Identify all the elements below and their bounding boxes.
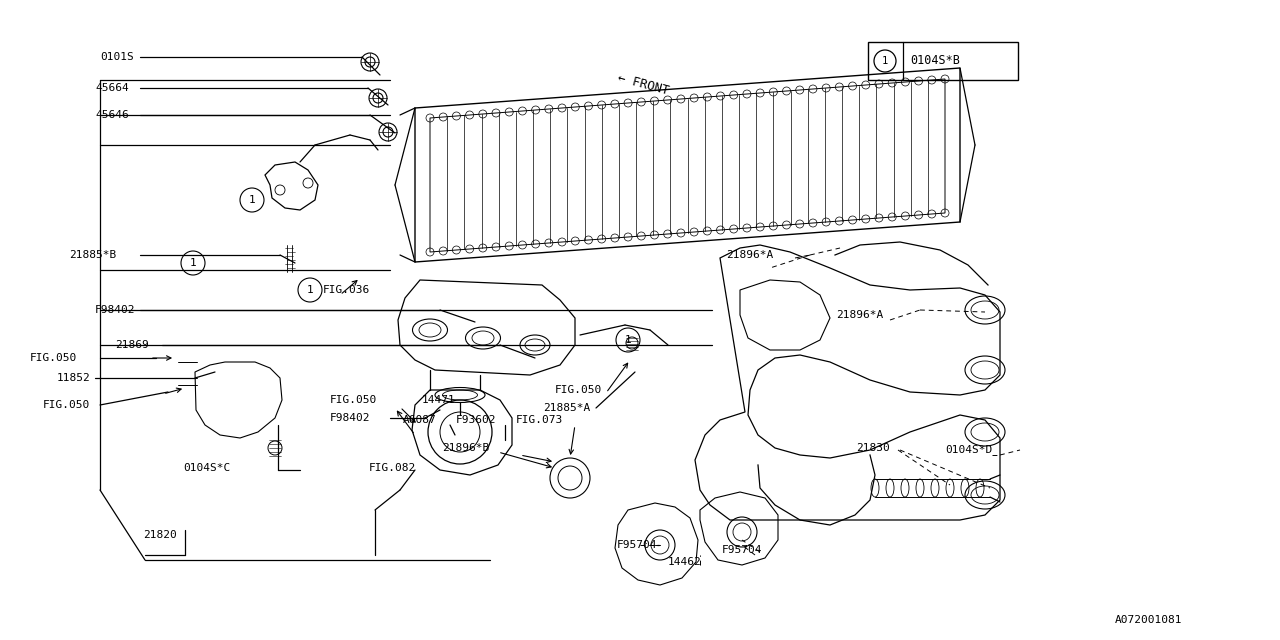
Text: 11852: 11852 xyxy=(58,373,91,383)
Text: 14471: 14471 xyxy=(422,395,456,405)
Text: 45646: 45646 xyxy=(95,110,129,120)
Text: 45664: 45664 xyxy=(95,83,129,93)
Text: 0101S: 0101S xyxy=(100,52,133,62)
Text: 14462: 14462 xyxy=(668,557,701,567)
Text: 0104S*C: 0104S*C xyxy=(183,463,230,473)
Text: FIG.050: FIG.050 xyxy=(330,395,378,405)
Text: F93602: F93602 xyxy=(456,415,497,425)
Text: FIG.082: FIG.082 xyxy=(369,463,416,473)
Text: FIG.050: FIG.050 xyxy=(556,385,603,395)
Text: 21896*B: 21896*B xyxy=(442,443,489,453)
Text: 0104S*D: 0104S*D xyxy=(945,445,992,455)
Text: 21885*B: 21885*B xyxy=(69,250,116,260)
Text: FIG.036: FIG.036 xyxy=(323,285,370,295)
Text: FIG.050: FIG.050 xyxy=(29,353,77,363)
Text: F98402: F98402 xyxy=(95,305,136,315)
Text: F98402: F98402 xyxy=(330,413,370,423)
Text: 21830: 21830 xyxy=(856,443,890,453)
Text: F95704: F95704 xyxy=(722,545,763,555)
Bar xyxy=(868,42,1018,80)
Text: 0104S*B: 0104S*B xyxy=(910,54,960,67)
Text: A6087: A6087 xyxy=(403,415,436,425)
Text: F95704: F95704 xyxy=(617,540,658,550)
Text: 21869: 21869 xyxy=(115,340,148,350)
Text: 1: 1 xyxy=(625,335,631,345)
Text: FIG.050: FIG.050 xyxy=(44,400,91,410)
Text: 1: 1 xyxy=(307,285,314,295)
Text: 1: 1 xyxy=(882,56,888,66)
Text: 21820: 21820 xyxy=(143,530,177,540)
Text: 21885*A: 21885*A xyxy=(543,403,590,413)
Text: FIG.073: FIG.073 xyxy=(516,415,563,425)
Text: 1: 1 xyxy=(248,195,256,205)
Text: 21896*A: 21896*A xyxy=(836,310,883,320)
Text: ← FRONT: ← FRONT xyxy=(616,72,671,98)
Text: 21896*A: 21896*A xyxy=(726,250,773,260)
Text: 1: 1 xyxy=(189,258,196,268)
Text: A072001081: A072001081 xyxy=(1115,615,1183,625)
